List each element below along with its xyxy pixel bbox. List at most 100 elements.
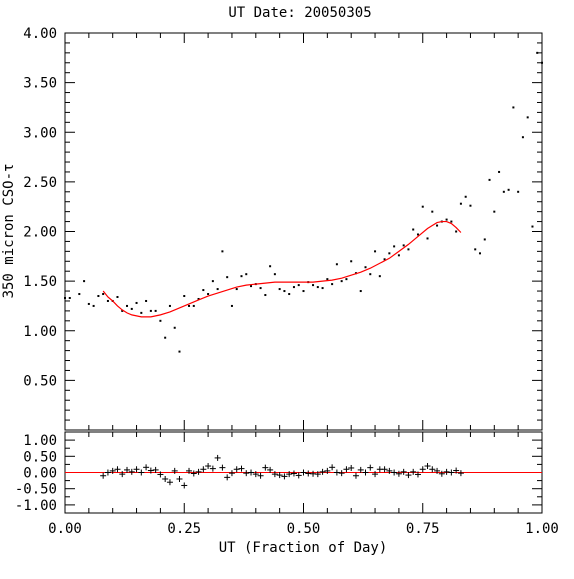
residual-point bbox=[171, 467, 178, 474]
data-point bbox=[412, 228, 415, 231]
data-point bbox=[278, 288, 281, 291]
residual-point bbox=[190, 470, 197, 477]
data-point bbox=[469, 204, 472, 207]
residual-point bbox=[214, 454, 221, 461]
data-point bbox=[192, 304, 195, 307]
data-point bbox=[102, 293, 105, 296]
data-point bbox=[436, 224, 439, 227]
data-point bbox=[159, 319, 162, 322]
data-point bbox=[207, 293, 210, 296]
data-point bbox=[202, 289, 205, 292]
residual-point bbox=[114, 466, 121, 473]
residual-point bbox=[157, 471, 164, 478]
residual-point bbox=[224, 474, 231, 481]
data-point bbox=[364, 266, 367, 269]
residual-point bbox=[166, 479, 173, 486]
y-tick-label: 2.00 bbox=[23, 225, 57, 241]
data-point bbox=[507, 188, 510, 191]
data-point bbox=[321, 287, 324, 290]
residual-point bbox=[419, 466, 426, 473]
data-point bbox=[459, 202, 462, 205]
data-point bbox=[283, 290, 286, 293]
data-point bbox=[140, 311, 143, 314]
residual-point bbox=[243, 470, 250, 477]
main-y-axis: 0.50 1.00 1.50 2.00 2.50 3.00 3.50 4.00 bbox=[23, 26, 542, 421]
data-point bbox=[397, 254, 400, 257]
data-point bbox=[483, 238, 486, 241]
data-point bbox=[350, 260, 353, 263]
data-point bbox=[316, 286, 319, 289]
residual-point bbox=[314, 471, 321, 478]
data-point bbox=[340, 280, 343, 283]
residual-point bbox=[267, 466, 274, 473]
residual-point bbox=[257, 472, 264, 479]
data-point bbox=[288, 293, 291, 296]
data-point bbox=[345, 278, 348, 281]
residual-point bbox=[429, 466, 436, 473]
data-point bbox=[178, 350, 181, 353]
residual-point bbox=[133, 466, 140, 473]
residual-point bbox=[434, 467, 441, 474]
data-point bbox=[531, 225, 534, 228]
data-point bbox=[359, 290, 362, 293]
residual-point bbox=[424, 463, 431, 470]
residual-point bbox=[300, 469, 307, 476]
data-point bbox=[92, 304, 95, 307]
residual-data-points bbox=[100, 454, 464, 489]
data-point bbox=[245, 273, 248, 276]
data-point bbox=[116, 296, 119, 299]
chart-title: UT Date: 20050305 bbox=[228, 5, 371, 21]
data-point bbox=[374, 250, 377, 253]
data-point bbox=[498, 170, 501, 173]
residual-point bbox=[453, 467, 460, 474]
residual-point bbox=[276, 472, 283, 479]
main-plot-frame bbox=[64, 32, 543, 431]
data-point bbox=[455, 230, 458, 233]
y-tick-label: 3.00 bbox=[23, 125, 57, 141]
residual-y-axis: -1.00-0.500.000.501.00 bbox=[15, 433, 542, 514]
residual-point bbox=[443, 468, 450, 475]
residual-point bbox=[448, 469, 455, 476]
residual-point bbox=[281, 473, 288, 480]
data-point bbox=[521, 136, 524, 139]
residual-point bbox=[109, 467, 116, 474]
residual-point bbox=[176, 475, 183, 482]
residual-point bbox=[100, 472, 107, 479]
fit-curve bbox=[102, 220, 462, 318]
residual-point bbox=[162, 475, 169, 482]
data-point bbox=[240, 275, 243, 278]
data-point bbox=[130, 307, 133, 310]
residual-point bbox=[228, 470, 235, 477]
residual-point bbox=[238, 465, 245, 472]
main-data-points bbox=[64, 51, 543, 353]
residual-point bbox=[386, 467, 393, 474]
residual-point bbox=[400, 468, 407, 475]
y-tick-label: 0.50 bbox=[23, 373, 57, 389]
residual-point bbox=[186, 467, 193, 474]
data-point bbox=[488, 178, 491, 181]
residual-point bbox=[295, 472, 302, 479]
data-point bbox=[126, 304, 129, 307]
residual-point bbox=[262, 464, 269, 471]
y-tick-label: 4.00 bbox=[23, 26, 57, 42]
data-point bbox=[502, 190, 505, 193]
data-point bbox=[64, 296, 66, 299]
residual-point bbox=[195, 468, 202, 475]
data-point bbox=[517, 190, 520, 193]
data-point bbox=[168, 304, 171, 307]
residual-point bbox=[138, 469, 145, 476]
y-tick-label: 1.00 bbox=[23, 324, 57, 340]
data-point bbox=[297, 284, 300, 287]
data-point bbox=[450, 220, 453, 223]
residual-point bbox=[333, 469, 340, 476]
data-point bbox=[421, 205, 424, 208]
residual-point bbox=[405, 472, 412, 479]
data-point bbox=[407, 248, 410, 251]
x-tick-label: 0.25 bbox=[167, 521, 201, 537]
residual-y-tick-label: 0.00 bbox=[23, 466, 57, 482]
residual-point bbox=[119, 471, 126, 478]
residual-point bbox=[414, 471, 421, 478]
y-tick-label: 2.50 bbox=[23, 175, 57, 191]
